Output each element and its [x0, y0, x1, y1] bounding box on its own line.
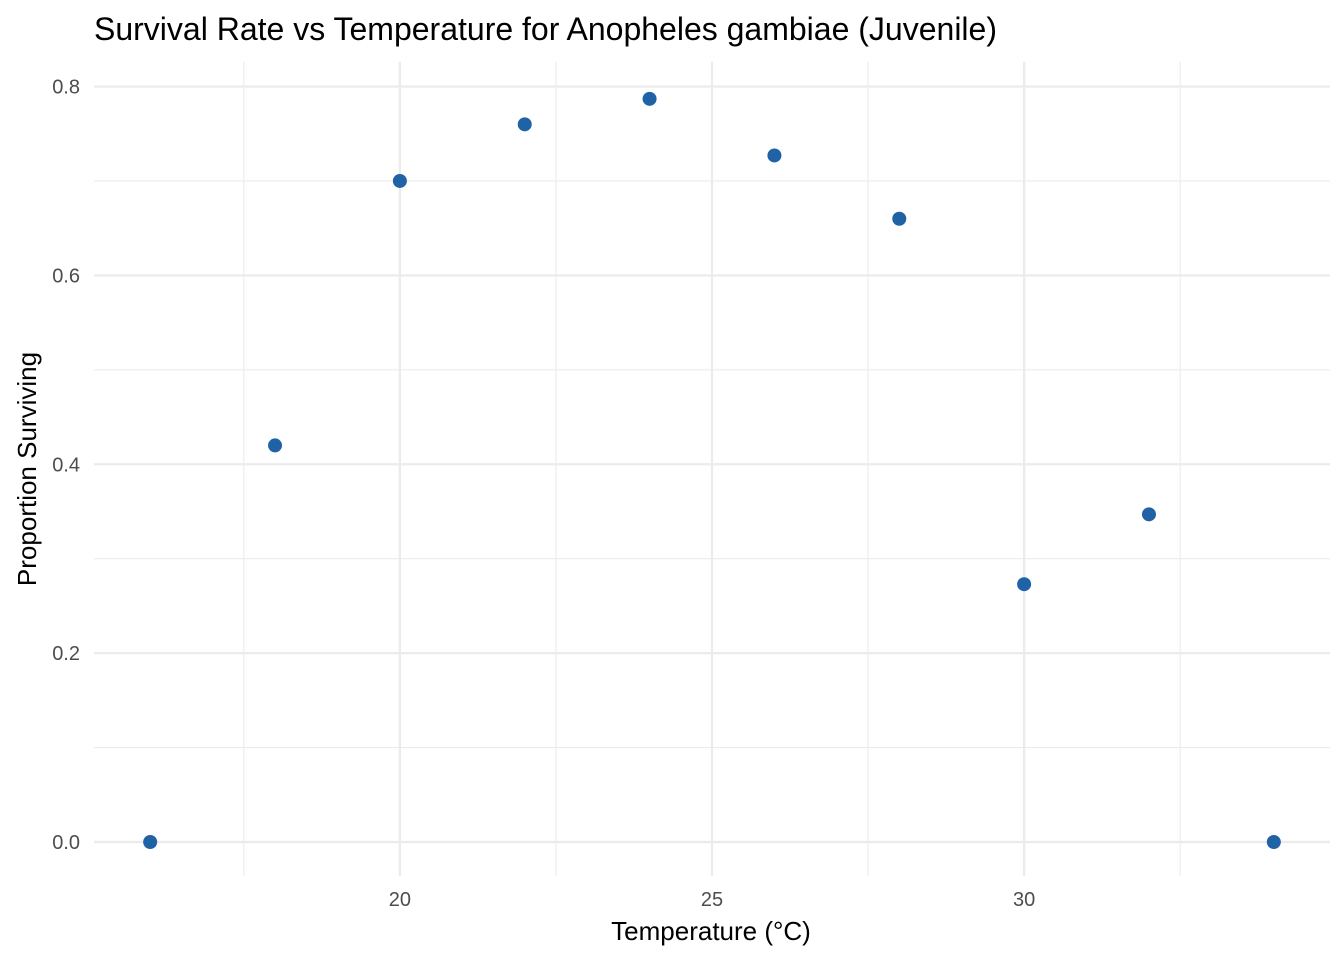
y-tick-label: 0.2 [52, 643, 80, 665]
data-point [767, 148, 782, 163]
x-tick-label: 30 [1013, 889, 1035, 911]
data-point [268, 438, 283, 453]
y-axis-ticks: 0.0 0.2 0.4 0.6 0.8 [52, 77, 80, 854]
y-tick-label: 0.0 [52, 832, 80, 854]
chart-title: Survival Rate vs Temperature for Anophel… [94, 11, 997, 47]
x-tick-label: 25 [701, 889, 723, 911]
y-tick-label: 0.8 [52, 77, 80, 99]
x-axis-ticks: 20 25 30 [389, 889, 1035, 911]
x-axis-label: Temperature (°C) [611, 916, 811, 946]
y-tick-label: 0.4 [52, 454, 80, 476]
data-point [892, 211, 907, 226]
data-point [642, 91, 657, 106]
data-point [1017, 577, 1032, 592]
data-point [143, 835, 158, 850]
data-point [1266, 835, 1281, 850]
x-tick-label: 20 [389, 889, 411, 911]
y-axis-label: Proportion Surviving [12, 352, 42, 586]
data-point [392, 173, 407, 188]
data-points [143, 91, 1281, 850]
y-tick-label: 0.6 [52, 265, 80, 287]
grid [94, 62, 1330, 876]
data-point [1141, 507, 1156, 522]
data-point [517, 117, 532, 132]
